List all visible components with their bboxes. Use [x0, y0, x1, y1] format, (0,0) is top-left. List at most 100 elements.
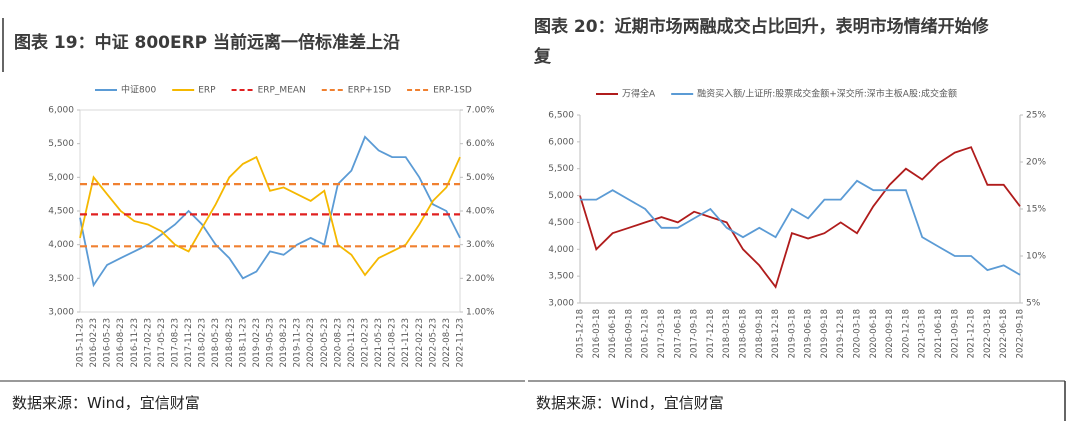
- x-tick-label: 2016-05-23: [103, 318, 113, 367]
- legend-label: 融资买入额/上证所:股票成交金额+深交所:深市主板A股:成交金额: [697, 88, 957, 100]
- x-tick-label: 2021-02-23: [361, 318, 371, 367]
- y-tick-label: 3,000: [548, 299, 574, 309]
- x-tick-label: 2020-08-23: [333, 318, 343, 367]
- series-line: [79, 155, 461, 277]
- x-tick-label: 2017-03-18: [657, 309, 667, 358]
- x-tick-label: 2022-03-18: [983, 309, 993, 358]
- x-tick-label: 2020-06-18: [869, 309, 879, 358]
- x-tick-label: 2018-06-18: [738, 309, 748, 358]
- x-tick-label: 2018-11-23: [238, 318, 248, 367]
- series-line: [579, 146, 1021, 289]
- y2-tick-label: 5.00%: [466, 173, 495, 183]
- y2-tick-label: 25%: [1026, 111, 1046, 121]
- y2-tick-label: 10%: [1026, 252, 1046, 262]
- x-tick-label: 2019-11-23: [293, 318, 303, 367]
- x-tick-label: 2019-06-18: [804, 309, 814, 358]
- y2-tick-label: 6.00%: [466, 139, 495, 149]
- x-tick-label: 2016-12-18: [641, 309, 651, 358]
- x-tick-label: 2016-11-23: [130, 318, 140, 367]
- x-tick-label: 2022-09-18: [1016, 309, 1026, 358]
- legend-label: ERP+1SD: [348, 86, 391, 96]
- x-tick-label: 2016-08-23: [116, 318, 126, 367]
- y-tick-label: 5,500: [48, 139, 74, 149]
- x-tick-label: 2021-11-23: [401, 318, 411, 367]
- x-tick-label: 2017-09-18: [690, 309, 700, 358]
- x-tick-label: 2022-02-23: [415, 318, 425, 367]
- chart-title: 图表 20：近期市场两融成交占比回升，表明市场情绪开始修复: [533, 16, 990, 67]
- x-tick-label: 2020-09-18: [885, 309, 895, 358]
- chart-title: 图表 19：中证 800ERP 当前远离一倍标准差上沿: [14, 32, 400, 53]
- x-tick-label: 2018-03-18: [722, 309, 732, 358]
- legend-label: ERP: [198, 86, 216, 96]
- x-tick-label: 2020-12-18: [901, 309, 911, 358]
- source-note: 数据来源：Wind，宜信财富: [536, 394, 724, 412]
- plot-frame: [79, 109, 461, 313]
- x-tick-label: 2020-05-23: [320, 318, 330, 367]
- x-tick-label: 2019-08-23: [279, 318, 289, 367]
- y-tick-label: 3,500: [48, 274, 74, 284]
- y-tick-label: 5,000: [548, 191, 574, 201]
- series-line: [580, 179, 1021, 276]
- x-tick-label: 2019-12-18: [836, 309, 846, 358]
- x-tick-label: 2021-05-23: [374, 318, 384, 367]
- x-tick-label: 2018-02-23: [198, 318, 208, 367]
- y2-tick-label: 7.00%: [466, 106, 495, 116]
- x-tick-label: 2018-09-18: [755, 309, 765, 358]
- x-tick-label: 2022-11-23: [456, 318, 466, 367]
- x-tick-label: 2016-02-23: [89, 318, 99, 367]
- y2-tick-label: 1.00%: [466, 308, 495, 318]
- x-tick-label: 2017-12-18: [706, 309, 716, 358]
- y2-tick-label: 2.00%: [466, 274, 495, 284]
- y-tick-label: 6,500: [548, 111, 574, 121]
- x-tick-label: 2018-08-23: [225, 318, 235, 367]
- legend-label: ERP-1SD: [433, 86, 472, 96]
- y-tick-label: 6,000: [48, 106, 74, 116]
- x-tick-label: 2018-12-18: [771, 309, 781, 358]
- x-tick-label: 2020-11-23: [347, 318, 357, 367]
- x-tick-label: 2017-06-18: [673, 309, 683, 358]
- x-tick-label: 2018-05-23: [211, 318, 221, 367]
- legend-label: 中证800: [121, 84, 156, 96]
- y-tick-label: 4,500: [48, 207, 74, 217]
- y-tick-label: 4,000: [48, 240, 74, 250]
- x-tick-label: 2022-08-23: [442, 318, 452, 367]
- legend-label: 万得全A: [622, 88, 656, 100]
- y-tick-label: 4,000: [548, 245, 574, 255]
- y-tick-label: 3,500: [548, 272, 574, 282]
- legend-label: ERP_MEAN: [258, 86, 306, 96]
- y2-tick-label: 3.00%: [466, 240, 495, 250]
- y-tick-label: 3,000: [48, 308, 74, 318]
- x-tick-label: 2021-03-18: [918, 309, 928, 358]
- x-tick-label: 2019-02-23: [252, 318, 262, 367]
- y-tick-label: 6,000: [548, 137, 574, 147]
- y2-tick-label: 4.00%: [466, 207, 495, 217]
- x-tick-label: 2021-09-18: [950, 309, 960, 358]
- x-tick-label: 2017-05-23: [157, 318, 167, 367]
- y2-tick-label: 20%: [1026, 158, 1046, 168]
- x-tick-label: 2021-06-18: [934, 309, 944, 358]
- series-line: [79, 135, 461, 288]
- x-tick-label: 2016-09-18: [624, 309, 634, 358]
- x-tick-label: 2016-03-18: [592, 309, 602, 358]
- y-tick-label: 5,500: [548, 164, 574, 174]
- source-note: 数据来源：Wind，宜信财富: [12, 394, 200, 412]
- x-tick-label: 2017-08-23: [171, 318, 181, 367]
- y-tick-label: 5,000: [48, 173, 74, 183]
- x-tick-label: 2017-02-23: [143, 318, 153, 367]
- x-tick-label: 2019-03-18: [787, 309, 797, 358]
- x-tick-label: 2015-11-23: [76, 318, 86, 367]
- x-tick-label: 2021-08-23: [388, 318, 398, 367]
- x-tick-label: 2017-11-23: [184, 318, 194, 367]
- y2-tick-label: 15%: [1026, 205, 1046, 215]
- x-tick-label: 2020-02-23: [306, 318, 316, 367]
- x-tick-label: 2019-09-18: [820, 309, 830, 358]
- x-tick-label: 2016-06-18: [608, 309, 618, 358]
- x-tick-label: 2022-05-23: [428, 318, 438, 367]
- y2-tick-label: 5%: [1026, 299, 1041, 309]
- x-tick-label: 2022-06-18: [999, 309, 1009, 358]
- x-tick-label: 2021-12-18: [967, 309, 977, 358]
- x-tick-label: 2020-03-18: [853, 309, 863, 358]
- y-tick-label: 4,500: [548, 218, 574, 228]
- x-tick-label: 2019-05-23: [266, 318, 276, 367]
